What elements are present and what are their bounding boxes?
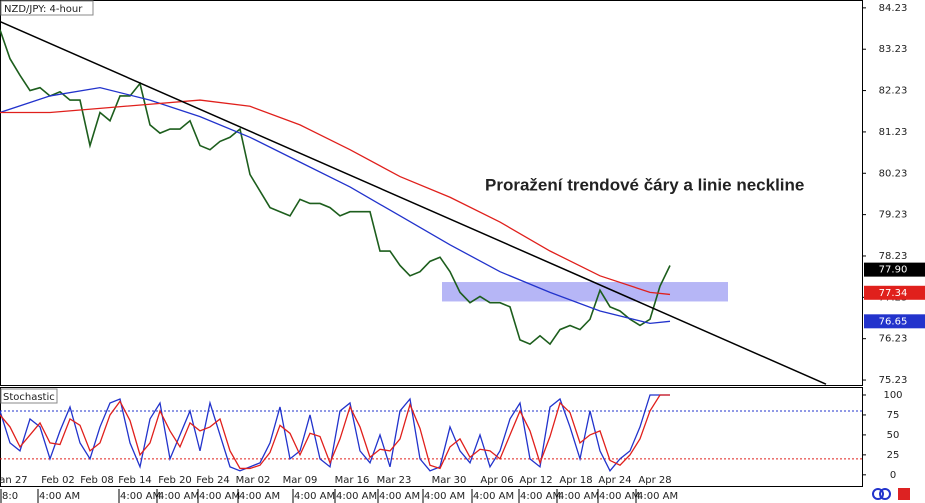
date-tick-label: Apr 28 [638,475,671,486]
time-tick-label: 4:00 AM [379,491,420,502]
date-tick-label: Jan 27 [0,475,28,486]
date-tick-label: Mar 16 [335,475,370,486]
price-label: 76.65 [879,316,908,327]
series-line [0,99,671,296]
time-tick-label: 4:00 AM [637,491,678,502]
y-tick-label: 81.23 [879,127,908,138]
date-tick-label: Apr 18 [559,475,592,486]
price-label: 77.90 [879,265,908,276]
time-tick-label: 4:00 AM [120,491,161,502]
time-tick-label: 4:00 AM [294,491,335,502]
time-tick-label: 4:00 AM [473,491,514,502]
y-tick-label: 80.23 [879,168,908,179]
y-tick-label: 75.23 [879,375,908,386]
y-tick-label: 83.23 [879,44,908,55]
icons [872,488,910,500]
main-frame [0,0,863,386]
y-tick-label: 0 [890,470,896,481]
y-tick-label: 50 [887,430,900,441]
title-box [0,0,94,16]
price-label: 77.34 [879,288,908,299]
time-tick-label: 4:00 AM [39,491,80,502]
y-tick-label: 82.23 [879,86,908,97]
date-tick-label: Apr 06 [480,475,513,486]
price-label-box [864,314,925,329]
time-tick-label: 4:00 AM [424,491,465,502]
date-tick-label: Feb 20 [158,475,192,486]
price-label-box [864,262,925,277]
time-tick-label: 4:00 AM [239,491,280,502]
trendline [0,20,827,385]
annotation: Proražení trendové čáry a linie neckline [485,175,804,194]
stoch-frame [0,387,863,487]
date-tick-label: Mar 30 [432,475,467,486]
stoch-title: Stochastic [3,392,55,403]
y-tick-label: 76.23 [879,334,908,345]
y-tick-label: 100 [883,390,902,401]
price-label-box [864,285,925,300]
y-tick-label: 25 [887,450,900,461]
date-tick-label: Mar 23 [377,475,412,486]
time-tick-label: 4:00 AM [558,491,599,502]
date-tick-label: Feb 14 [118,475,152,486]
time-tick-label: 8:0 [2,491,18,502]
y-tick-label: 78.23 [879,251,908,262]
time-tick-label: 4:00 AM [158,491,199,502]
date-tick-label: Apr 24 [598,475,631,486]
y-tick-label: 79.23 [879,210,908,221]
date-tick-label: Mar 09 [283,475,318,486]
date-tick-label: Feb 02 [41,475,75,486]
zone [442,282,728,302]
stoch-title-box [0,388,58,404]
series-line [0,394,670,473]
time-tick-label: 4:00 AM [520,491,561,502]
date-tick-label: Apr 12 [519,475,552,486]
time-tick-label: 4:00 AM [199,491,240,502]
date-tick-label: Feb 08 [80,475,114,486]
date-tick-label: Mar 02 [236,475,271,486]
chart-title: NZD/JPY: 4-hour [4,4,83,15]
series-line [0,29,671,346]
date-tick-label: Feb 24 [196,475,230,486]
time-tick-label: 4:00 AM [336,491,377,502]
series-line [0,394,670,470]
time-tick-label: 4:00 AM [599,491,640,502]
series-line [0,87,671,325]
y-tick-label: 84.23 [879,3,908,14]
y-tick-label: 75 [887,410,900,421]
